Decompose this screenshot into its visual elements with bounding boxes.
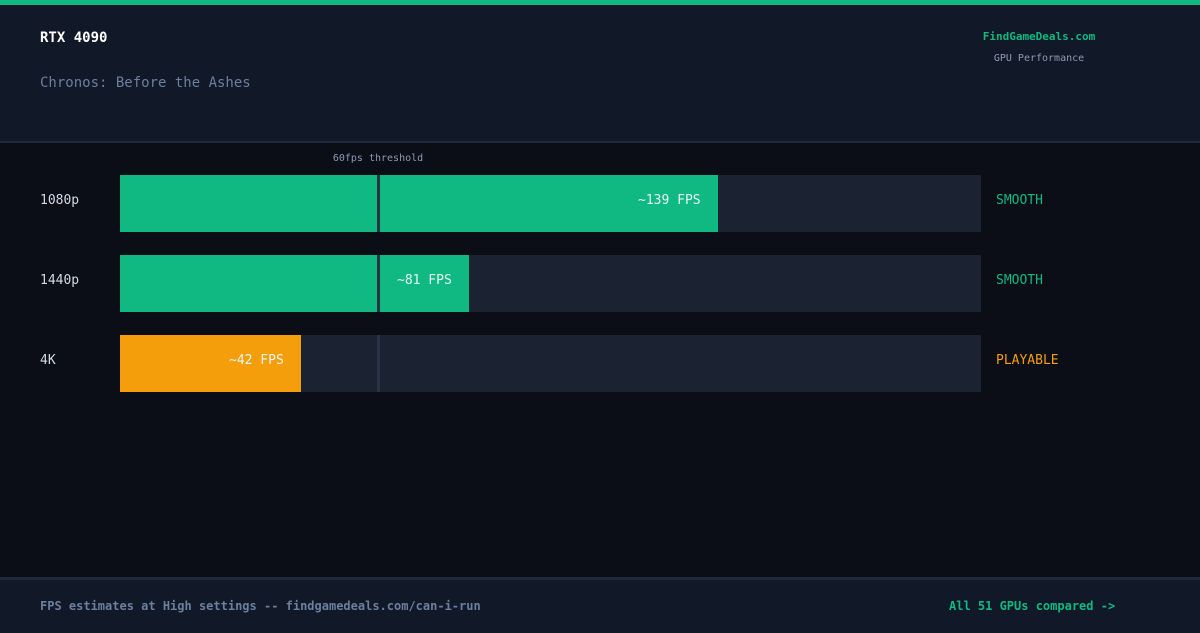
- fps-value-label-1080p: ~139 FPS: [638, 193, 701, 208]
- resolution-label-4k: 4K: [40, 353, 56, 368]
- fps-bar-1440p: [120, 255, 469, 312]
- fps-bar-4k: [120, 335, 301, 392]
- threshold-line: [377, 335, 380, 392]
- game-title: Chronos: Before the Ashes: [40, 75, 251, 91]
- brand-subtitle: GPU Performance: [993, 53, 1085, 64]
- status-label-1440p: SMOOTH: [996, 273, 1043, 288]
- threshold-line: [377, 255, 380, 312]
- brand-logo: FindGameDeals.com: [982, 30, 1096, 43]
- threshold-label: 60fps threshold: [332, 153, 424, 164]
- bar-track-1440p: ~81 FPS: [120, 255, 981, 312]
- all-gpus-link[interactable]: All 51 GPUs compared ->: [949, 599, 1116, 613]
- footer-note: FPS estimates at High settings -- findga…: [40, 599, 481, 613]
- bar-track-1080p: ~139 FPS: [120, 175, 981, 232]
- fps-chart: 60fps threshold 1080p ~139 FPS SMOOTH 1440p…: [0, 143, 1200, 573]
- status-label-1080p: SMOOTH: [996, 193, 1043, 208]
- fps-value-label-4k: ~42 FPS: [229, 353, 284, 368]
- header: RTX 4090 Chronos: Before the Ashes FindG…: [0, 5, 1200, 143]
- fps-bar-1080p: [120, 175, 718, 232]
- bar-track-4k: ~42 FPS: [120, 335, 981, 392]
- gpu-title: RTX 4090: [40, 30, 108, 46]
- footer: FPS estimates at High settings -- findga…: [0, 577, 1200, 633]
- resolution-label-1440p: 1440p: [40, 273, 80, 288]
- threshold-line: [377, 175, 380, 232]
- accent-stripe: [0, 0, 1200, 5]
- resolution-label-1080p: 1080p: [40, 193, 80, 208]
- fps-value-label-1440p: ~81 FPS: [397, 273, 452, 288]
- status-label-4k: PLAYABLE: [996, 353, 1059, 368]
